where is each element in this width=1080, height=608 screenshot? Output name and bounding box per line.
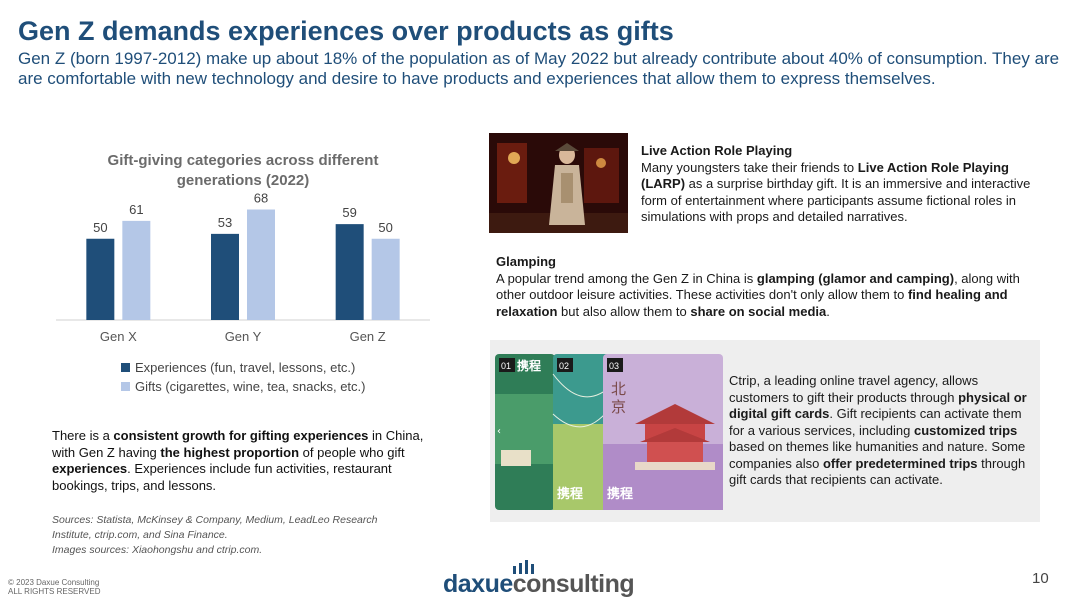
text-segment: as a surprise birthday gift. It is an im… bbox=[641, 176, 1031, 224]
page-title: Gen Z demands experiences over products … bbox=[18, 16, 674, 46]
data-label: 59 bbox=[342, 205, 356, 220]
bold-segment: offer predetermined trips bbox=[822, 455, 978, 471]
page-subtitle: Gen Z (born 1997-2012) make up about 18%… bbox=[18, 49, 1060, 88]
logo-part-consulting: consulting bbox=[512, 570, 635, 598]
bar-gen-x-gifts bbox=[122, 220, 151, 320]
category-label: Gen Y bbox=[225, 329, 262, 344]
sources-line: Sources: Statista, McKinsey & Company, M… bbox=[52, 514, 378, 541]
bold-segment: customized trips bbox=[913, 422, 1018, 438]
bold-segment: Live Action Role Playing (LARP) bbox=[641, 159, 1009, 192]
text-segment: through gift cards that recipients can a… bbox=[729, 455, 1026, 488]
larp-description: Live Action Role Playing Many youngsters… bbox=[641, 143, 1033, 226]
legend-swatch-gifts bbox=[121, 382, 130, 391]
text-segment: . Gift recipients can activate them for … bbox=[729, 406, 1022, 438]
ctrip-gift-cards-image: 01 携程 ‹ 02 携程 03 北 京 携程 bbox=[495, 354, 723, 510]
text-segment: based on themes like humanities and natu… bbox=[729, 439, 1026, 471]
gifting-experiences-paragraph: There is a consistent growth for gifting… bbox=[52, 428, 432, 494]
card-number-2: 02 bbox=[559, 361, 569, 371]
gift-card-1: 01 携程 ‹ bbox=[495, 354, 555, 510]
data-label: 50 bbox=[378, 220, 392, 235]
logo-bars-icon bbox=[513, 560, 534, 574]
card-brand-2: 携程 bbox=[557, 486, 583, 502]
legend-label-experiences: Experiences (fun, travel, lessons, etc.) bbox=[135, 360, 356, 375]
bar-gen-y-experiences bbox=[211, 233, 239, 320]
card-brand-1: 携程 bbox=[517, 358, 541, 373]
sources-note: Sources: Statista, McKinsey & Company, M… bbox=[52, 513, 382, 558]
bold-segment: glamping (glamor and camping) bbox=[756, 270, 955, 286]
chart-title: Gift-giving categories across different … bbox=[107, 152, 379, 189]
text-segment: There is a bbox=[52, 428, 114, 443]
daxue-consulting-logo: daxueconsulting bbox=[443, 560, 643, 602]
bar-gen-y-gifts bbox=[247, 209, 275, 320]
text-segment: of people who gift bbox=[299, 444, 405, 460]
card-number-3: 03 bbox=[609, 361, 619, 371]
glamping-description: Glamping A popular trend among the Gen Z… bbox=[496, 254, 1036, 320]
text-segment: . Experiences include fun activities, re… bbox=[52, 461, 392, 493]
larp-photo bbox=[489, 133, 628, 233]
data-label: 50 bbox=[93, 220, 107, 235]
page-number: 10 bbox=[1032, 570, 1049, 587]
card-city-char-2: 京 bbox=[611, 398, 626, 416]
bold-segment: share on social media bbox=[690, 303, 827, 319]
legend-swatch-experiences bbox=[121, 363, 130, 372]
text-segment: A popular trend among the Gen Z in China… bbox=[496, 270, 757, 286]
image-sources-line: Images sources: Xiaohongshu and ctrip.co… bbox=[52, 544, 263, 556]
bold-segment: experiences bbox=[52, 461, 128, 476]
text-segment: Many youngsters take their friends to bbox=[641, 159, 858, 175]
text-segment: . bbox=[826, 303, 830, 319]
text-segment: but also allow them to bbox=[557, 303, 691, 319]
card-number-1: 01 bbox=[501, 361, 511, 371]
copyright-notice: © 2023 Daxue Consulting ALL RIGHTS RESER… bbox=[8, 578, 100, 596]
data-label: 61 bbox=[129, 202, 143, 217]
text-segment: in China, with Gen Z having bbox=[52, 428, 424, 460]
gift-card-3: 03 北 京 携程 bbox=[603, 354, 723, 510]
bold-segment: find healing and relaxation bbox=[496, 287, 1008, 319]
rights-line: ALL RIGHTS RESERVED bbox=[8, 587, 101, 596]
bold-segment: consistent growth for gifting experience… bbox=[113, 428, 369, 443]
logo-part-daxue: daxue bbox=[443, 570, 513, 598]
bar-gen-x-experiences bbox=[86, 238, 115, 320]
data-label: 68 bbox=[254, 191, 268, 206]
logo-wordmark: daxueconsulting bbox=[443, 570, 635, 599]
legend-item-gifts: Gifts (cigarettes, wine, tea, snacks, et… bbox=[121, 377, 365, 396]
glamping-heading: Glamping bbox=[496, 254, 556, 269]
card-city-char-1: 北 bbox=[611, 380, 626, 398]
text-segment: Ctrip, a leading online travel agency, a… bbox=[729, 373, 979, 405]
bold-segment: the highest proportion bbox=[160, 444, 300, 460]
data-label: 53 bbox=[218, 215, 232, 230]
category-label: Gen Z bbox=[350, 329, 386, 344]
legend-item-experiences: Experiences (fun, travel, lessons, etc.) bbox=[121, 358, 365, 377]
card-brand-3: 携程 bbox=[607, 486, 633, 502]
chevron-left-icon[interactable]: ‹ bbox=[497, 426, 501, 437]
bold-segment: physical or digital gift cards bbox=[729, 389, 1027, 422]
ctrip-description: Ctrip, a leading online travel agency, a… bbox=[729, 373, 1034, 489]
legend-label-gifts: Gifts (cigarettes, wine, tea, snacks, et… bbox=[135, 379, 366, 394]
category-label: Gen X bbox=[100, 329, 137, 344]
copyright-line: © 2023 Daxue Consulting bbox=[8, 578, 100, 587]
chart-legend: Experiences (fun, travel, lessons, etc.)… bbox=[121, 358, 365, 396]
bar-gen-z-experiences bbox=[335, 224, 364, 320]
text-segment: , along with other outdoor leisure activ… bbox=[496, 270, 1020, 303]
bar-gen-z-gifts bbox=[371, 238, 400, 320]
bar-chart: 50 61 Gen X 53 68 Gen Y 59 50 Gen Z bbox=[56, 191, 430, 344]
larp-heading: Live Action Role Playing bbox=[641, 143, 793, 158]
